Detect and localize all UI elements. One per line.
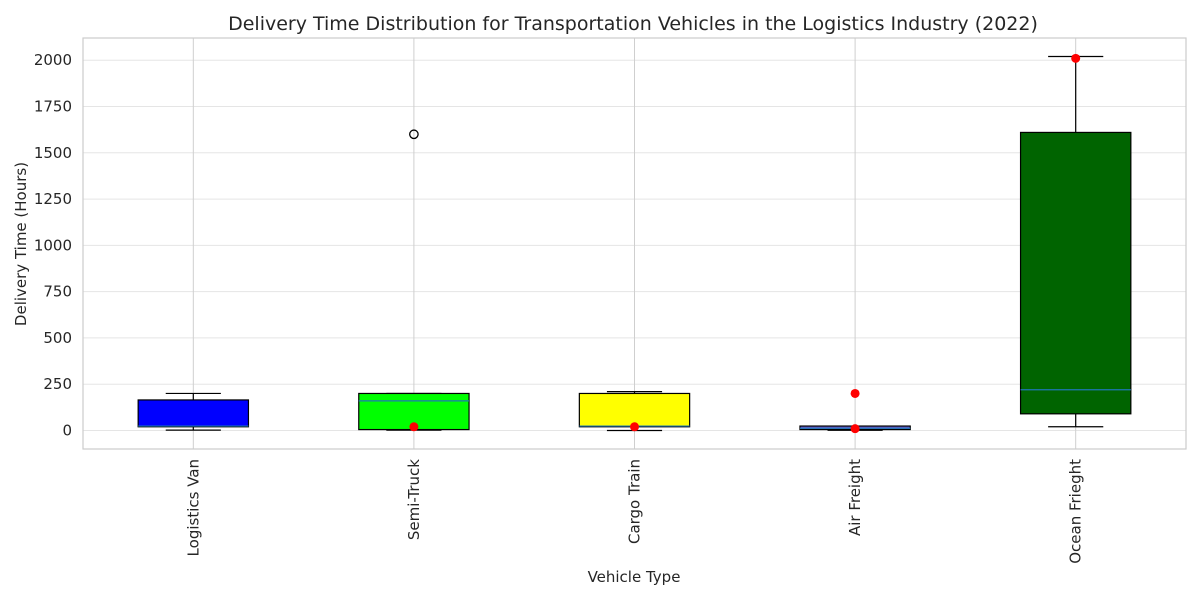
box-group [799, 388, 911, 434]
box-body [137, 399, 250, 428]
y-tick-label: 2000 [34, 51, 72, 69]
y-tick-label: 750 [43, 283, 72, 301]
box-group [358, 129, 470, 432]
y-tick-label: 1750 [34, 98, 72, 116]
y-tick-label: 0 [62, 421, 72, 439]
y-tick-label: 250 [43, 375, 72, 393]
red-data-point [409, 422, 419, 432]
box-layer [137, 53, 1132, 434]
y-tick-label: 1000 [34, 236, 72, 254]
x-tick-label: Air Freight [846, 459, 864, 536]
plot-frame [82, 37, 1187, 450]
x-tick-label: Ocean Frieght [1067, 459, 1085, 564]
y-axis-label: Delivery Time (Hours) [12, 162, 30, 326]
y-tick-label: 1250 [34, 190, 72, 208]
red-data-point [630, 422, 639, 432]
box-group [578, 391, 691, 432]
x-tick-label: Semi-Truck [405, 459, 423, 540]
red-data-point [1071, 53, 1081, 63]
x-tick-label: Logistics Van [184, 459, 202, 556]
red-data-point [850, 388, 860, 398]
chart-title: Delivery Time Distribution for Transport… [228, 13, 1038, 35]
y-tick-label: 500 [43, 329, 72, 347]
y-tick-layer: 0 250 500 750 1000 1250 1500 1750 2000 [34, 51, 72, 439]
y-tick-label: 1500 [34, 144, 72, 162]
x-axis-label: Vehicle Type [588, 568, 681, 586]
box-group [1019, 53, 1132, 428]
x-tick-label: Cargo Train [626, 459, 644, 544]
red-data-point [850, 424, 860, 434]
box-group [137, 392, 250, 431]
outlier-point [409, 129, 419, 140]
box-body [1019, 131, 1132, 415]
x-tick-layer: Logistics Van Semi-Truck Cargo Train Air Fr… [184, 459, 1084, 564]
box-body [578, 392, 691, 428]
